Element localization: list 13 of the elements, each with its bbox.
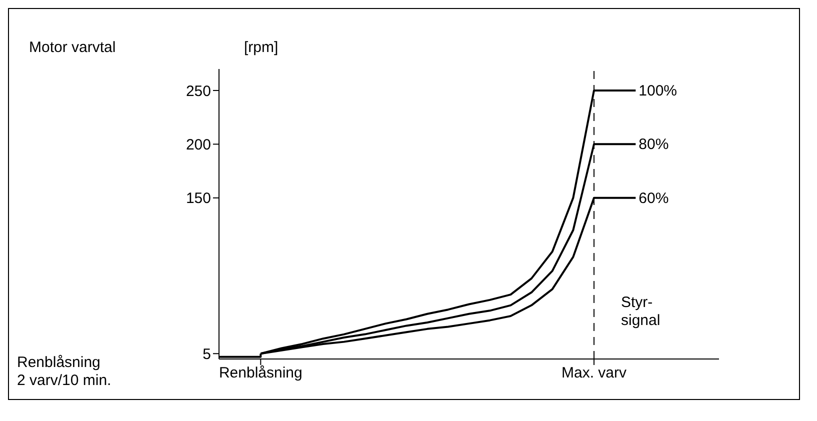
x-tick-label: Max. varv [561, 364, 627, 382]
y-tick-label: 200 [186, 136, 211, 154]
y-axis-title: Motor varvtal [29, 39, 116, 56]
y-tick-label: 5 [202, 346, 211, 363]
series-label: 100% [638, 82, 678, 100]
y-tick-label: 150 [186, 190, 211, 208]
text: Renblåsning 2 varv/10 min. [17, 354, 112, 390]
x-axis-title: Styr-signal [621, 294, 662, 330]
text: [rpm] [244, 39, 278, 57]
y-tick-label: 250 [186, 82, 211, 100]
series-label: 60% [638, 190, 669, 207]
x-tick-label: Renblåsning [218, 364, 302, 382]
series-label: 80% [638, 136, 669, 154]
